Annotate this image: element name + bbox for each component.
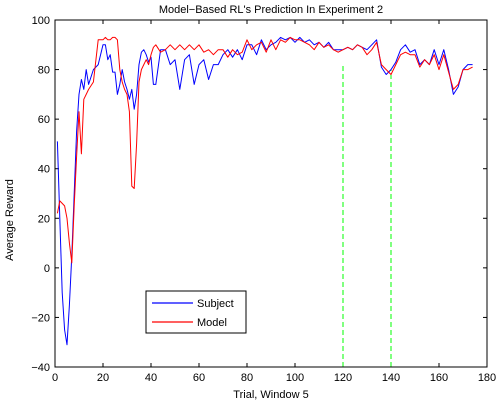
y-tick-label: 60 [38,114,50,126]
legend-label-model: Model [197,317,227,329]
x-tick-label: 160 [430,372,448,384]
y-tick-label: 40 [38,164,50,176]
chart-title: Model−Based RL's Prediction In Experimen… [159,4,383,16]
tick-labels: 0 20 40 60 80 100 120 140 160 180 −40 −20 0 20 40 60 80 1… [31,15,496,384]
legend: Subject Model [145,290,247,334]
x-tick-label: 120 [334,372,352,384]
series-lines [56,36,473,346]
y-axis-label: Average Reward [4,179,16,261]
series-line-model [56,36,473,264]
x-tick-label: 140 [382,372,400,384]
x-tick-label: 40 [145,372,157,384]
y-tick-label: −40 [31,362,50,374]
x-tick-label: 100 [286,372,304,384]
x-axis-label: Trial, Window 5 [233,389,308,401]
vertical-markers [342,64,392,367]
y-tick-label: 20 [38,213,50,225]
plot-area-frame [54,19,488,368]
y-tick-label: 0 [44,263,50,275]
y-tick-label: −20 [31,312,50,324]
y-tick-label: 100 [32,15,50,27]
legend-label-subject: Subject [197,298,234,310]
x-tick-label: 0 [52,372,58,384]
series-line-subject [56,36,473,346]
x-tick-label: 180 [478,372,496,384]
x-tick-label: 60 [193,372,205,384]
x-tick-label: 20 [97,372,109,384]
y-tick-label: 80 [38,65,50,77]
legend-box [145,290,247,334]
x-tick-label: 80 [241,372,253,384]
